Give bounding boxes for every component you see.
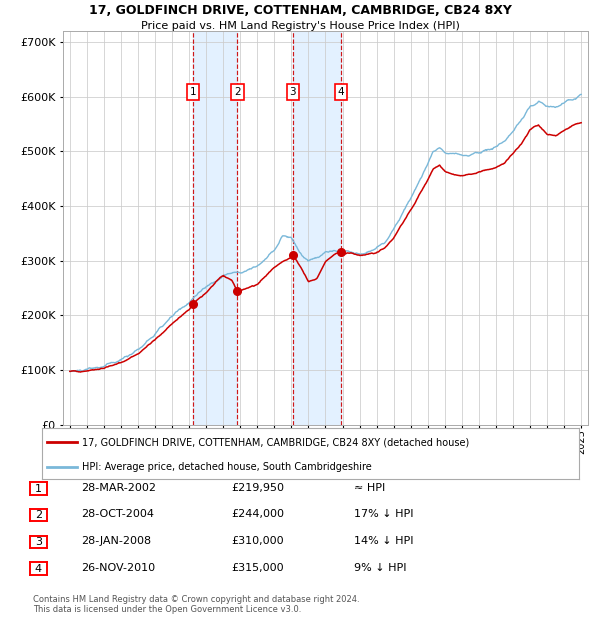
Text: Price paid vs. HM Land Registry's House Price Index (HPI): Price paid vs. HM Land Registry's House …: [140, 21, 460, 31]
Text: £244,000: £244,000: [231, 510, 284, 520]
Text: £310,000: £310,000: [231, 536, 284, 546]
Text: 26-NOV-2010: 26-NOV-2010: [81, 563, 155, 573]
Text: ≈ HPI: ≈ HPI: [354, 483, 385, 493]
Bar: [293, 31, 341, 425]
Text: 17, GOLDFINCH DRIVE, COTTENHAM, CAMBRIDGE, CB24 8XY: 17, GOLDFINCH DRIVE, COTTENHAM, CAMBRIDG…: [89, 4, 511, 17]
Text: 4: 4: [338, 87, 344, 97]
Text: £315,000: £315,000: [231, 563, 284, 573]
Text: HPI: Average price, detached house, South Cambridgeshire: HPI: Average price, detached house, Sout…: [82, 463, 372, 472]
Text: 28-MAR-2002: 28-MAR-2002: [81, 483, 156, 493]
Text: £219,950: £219,950: [231, 483, 284, 493]
Text: 9% ↓ HPI: 9% ↓ HPI: [354, 563, 407, 573]
Text: 2: 2: [234, 87, 241, 97]
Text: 4: 4: [35, 564, 42, 574]
Text: 2: 2: [35, 510, 42, 520]
Text: 17, GOLDFINCH DRIVE, COTTENHAM, CAMBRIDGE, CB24 8XY (detached house): 17, GOLDFINCH DRIVE, COTTENHAM, CAMBRIDG…: [82, 437, 470, 447]
Text: 14% ↓ HPI: 14% ↓ HPI: [354, 536, 413, 546]
Text: Contains HM Land Registry data © Crown copyright and database right 2024.: Contains HM Land Registry data © Crown c…: [33, 595, 359, 604]
Text: 28-JAN-2008: 28-JAN-2008: [81, 536, 151, 546]
Text: 28-OCT-2004: 28-OCT-2004: [81, 510, 154, 520]
Text: This data is licensed under the Open Government Licence v3.0.: This data is licensed under the Open Gov…: [33, 604, 301, 614]
Text: 17% ↓ HPI: 17% ↓ HPI: [354, 510, 413, 520]
Text: 3: 3: [289, 87, 296, 97]
Text: 3: 3: [35, 537, 42, 547]
Bar: [193, 31, 238, 425]
Text: 1: 1: [190, 87, 197, 97]
Text: 1: 1: [35, 484, 42, 494]
